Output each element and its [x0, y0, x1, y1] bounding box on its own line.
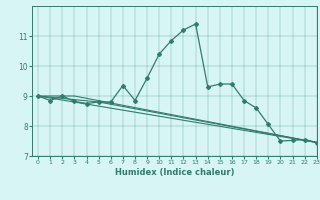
X-axis label: Humidex (Indice chaleur): Humidex (Indice chaleur)	[115, 168, 234, 177]
